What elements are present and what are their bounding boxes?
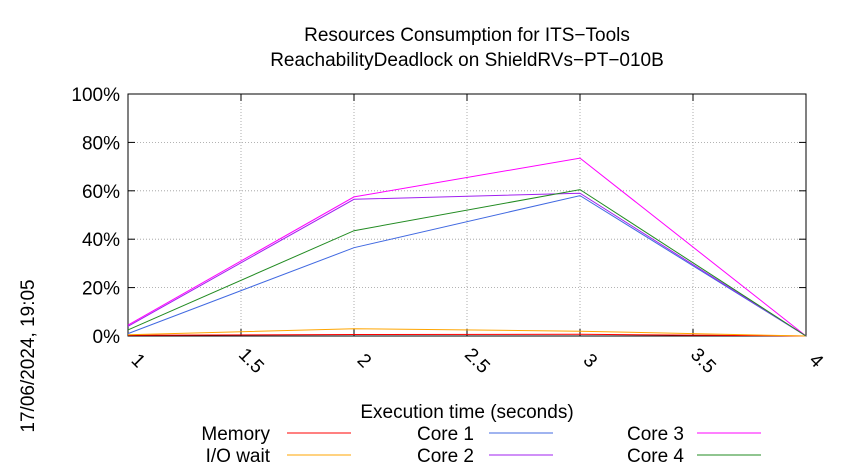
series-line-core-3 (127, 157, 807, 337)
y-tick-label: 60% (82, 182, 120, 203)
y-tick-label: 0% (93, 327, 121, 348)
grid-lines (128, 94, 806, 336)
legend-label-core-3: Core 3 (627, 424, 684, 445)
legend-label-i-o-wait: I/O wait (206, 446, 271, 467)
legend-label-core-4: Core 4 (627, 446, 684, 467)
series-lines (127, 157, 807, 337)
x-tick-label: 3 (579, 350, 601, 372)
y-tick-labels: 0% 20% 40% 60% 80% 100% (71, 85, 120, 348)
chart-title: Resources Consumption for ITS−Tools (304, 25, 630, 46)
x-tick-label: 1.5 (234, 344, 268, 378)
series-line-core-1 (127, 195, 807, 337)
x-tick-label: 3.5 (686, 344, 720, 378)
y-tick-label: 20% (82, 279, 120, 300)
x-tick-label: 2.5 (460, 344, 494, 378)
chart-subtitle: ReachabilityDeadlock on ShieldRVs−PT−010… (270, 50, 664, 71)
y-tick-label: 100% (71, 85, 120, 106)
plot-frame (127, 93, 807, 337)
axes (127, 93, 807, 337)
timestamp: 17/06/2024, 19:05 (18, 279, 39, 432)
x-tick-label: 2 (353, 350, 375, 372)
legend-label-core-2: Core 2 (417, 446, 474, 467)
series-line-memory (127, 333, 807, 337)
series-line-i-o-wait (127, 328, 807, 337)
legend-label-core-1: Core 1 (417, 424, 474, 445)
y-tick-label: 40% (82, 230, 120, 251)
series-line-core-4 (127, 189, 807, 337)
series-line-core-2 (127, 192, 807, 337)
x-axis-label: Execution time (seconds) (360, 402, 573, 423)
y-tick-label: 80% (82, 133, 120, 154)
x-tick-label: 1 (127, 350, 149, 372)
x-tick-label: 4 (805, 350, 828, 373)
x-tick-labels: 1 1.5 2 2.5 3 3.5 4 (127, 344, 828, 378)
legend-label-memory: Memory (201, 424, 270, 445)
